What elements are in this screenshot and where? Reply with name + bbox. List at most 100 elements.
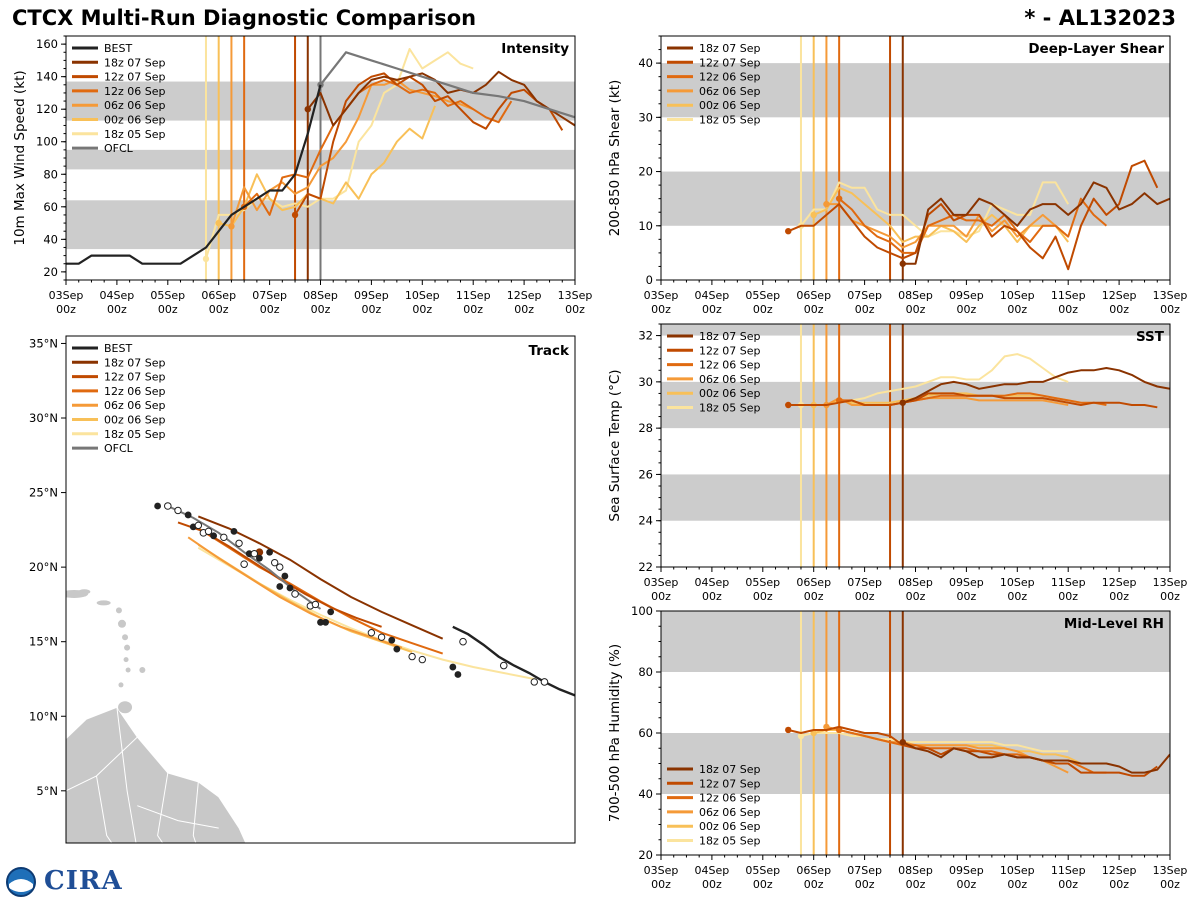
x-tick-label: 00z [514, 303, 534, 316]
forecast-point [276, 563, 284, 571]
track-line-18z-05-sep [197, 546, 535, 680]
land-island [117, 619, 126, 628]
init-marker [228, 223, 235, 230]
x-tick-label: 08Sep [898, 864, 933, 877]
series-line-18z-05-sep [800, 732, 1069, 753]
init-marker [785, 726, 792, 734]
track-line-06z-06-sep [187, 536, 403, 649]
legend-label: 18z 07 Sep [699, 330, 761, 343]
plot-area-sst [661, 324, 1170, 567]
x-tick-label: 00z [804, 878, 824, 891]
y-axis-label: Sea Surface Temp (°C) [607, 369, 623, 521]
init-marker [823, 200, 830, 208]
x-tick-label: 06Sep [796, 289, 831, 302]
y-tick-label: 22 [638, 560, 653, 574]
x-tick-label: 11Sep [1051, 576, 1086, 589]
track-line-12z-06-sep [197, 527, 444, 655]
series-line-12z-07-sep [787, 159, 1159, 271]
best-track-point [449, 663, 457, 671]
x-tick-label: 10Sep [1000, 289, 1035, 302]
y-tick-label: 30 [638, 375, 653, 389]
x-tick-label: 00z [1007, 590, 1027, 603]
legend-label: 06z 06 Sep [699, 85, 761, 98]
plot-area-rh [661, 611, 1170, 855]
x-tick-label: 00z [702, 303, 722, 316]
init-marker [823, 723, 830, 731]
forecast-point [418, 655, 426, 664]
chart-track: 5°N10°N15°N20°N25°N30°N35°N TrackBEST18z … [29, 335, 576, 844]
x-tick-label: 05Sep [745, 576, 780, 589]
y-tick-label: 20 [638, 165, 653, 179]
chart-sst: 03Sep00z04Sep00z05Sep00z06Sep00z07Sep00z… [607, 323, 1187, 603]
legend-label: 12z 06 Sep [699, 792, 761, 805]
x-tick-label: 00z [753, 303, 773, 316]
land-island [78, 589, 91, 595]
series-line-18z-05-sep [800, 181, 1070, 238]
legend-label: 00z 06 Sep [699, 820, 761, 833]
init-marker [202, 255, 210, 263]
x-tick-label: 12Sep [1102, 289, 1137, 302]
x-tick-label: 00z [855, 590, 875, 603]
x-tick-label: 00z [651, 303, 671, 316]
forecast-point [270, 558, 279, 567]
country-border [192, 781, 199, 843]
legend-label: 18z 05 Sep [699, 114, 761, 127]
x-tick-label: 12Sep [1102, 576, 1137, 589]
x-tick-label: 13Sep [1153, 289, 1188, 302]
init-marker [291, 211, 299, 219]
legend-label: 06z 06 Sep [104, 99, 166, 112]
page-title: CTCX Multi-Run Diagnostic Comparison [12, 6, 477, 30]
chart-title-sst: SST [1136, 329, 1165, 345]
x-tick-label: 00z [1007, 303, 1027, 316]
x-tick-label: 07Sep [847, 864, 882, 877]
land-island [118, 682, 124, 688]
x-tick-label: 00z [412, 303, 432, 316]
init-marker [785, 401, 792, 409]
legend-label: 06z 06 Sep [699, 806, 761, 819]
legend-label: 12z 06 Sep [699, 71, 761, 84]
best-track-point [256, 554, 263, 562]
x-tick-label: 11Sep [1051, 864, 1086, 877]
x-tick-label: 10Sep [1000, 576, 1035, 589]
best-track-point [266, 548, 273, 556]
init-marker [304, 106, 311, 113]
legend-label: 06z 06 Sep [699, 373, 761, 386]
legend-label: 18z 07 Sep [699, 763, 761, 776]
threshold-band [661, 611, 1170, 672]
legend-label: OFCL [104, 442, 134, 455]
legend-label: 00z 06 Sep [104, 414, 166, 427]
best-track-point [393, 645, 401, 653]
threshold-band [661, 324, 1170, 336]
init-marker [899, 260, 906, 267]
series-line-12z-06-sep [838, 197, 1108, 254]
chart-title-intensity: Intensity [501, 41, 569, 57]
best-track-point [286, 584, 294, 592]
land-island [115, 607, 122, 614]
cira-logo-text: CIRA [44, 866, 123, 896]
init-marker [835, 195, 843, 202]
init-marker [835, 726, 843, 734]
forecast-point [235, 539, 243, 547]
x-tick-label: 00z [158, 303, 178, 316]
legend-label: BEST [104, 42, 132, 55]
y-tick-label: 35°N [29, 336, 58, 350]
x-tick-label: 07Sep [252, 289, 287, 302]
x-tick-label: 00z [1109, 303, 1129, 316]
threshold-band [661, 63, 1170, 118]
x-tick-label: 10Sep [405, 289, 440, 302]
series-line-18z-07-sep [902, 181, 1170, 265]
x-tick-label: 00z [1160, 878, 1180, 891]
legend-label: 00z 06 Sep [699, 99, 761, 112]
legend-label: 12z 07 Sep [699, 777, 761, 790]
best-track-point [210, 532, 218, 540]
forecast-point [250, 550, 259, 558]
x-tick-label: 00z [753, 590, 773, 603]
x-tick-label: 03Sep [644, 289, 679, 302]
x-tick-label: 11Sep [1051, 289, 1086, 302]
legend-label: 18z 07 Sep [104, 356, 166, 369]
x-tick-label: 00z [1160, 590, 1180, 603]
forecast-point [530, 678, 538, 686]
x-tick-label: 10Sep [1000, 864, 1035, 877]
best-track-point [281, 572, 289, 580]
x-tick-label: 13Sep [558, 289, 593, 302]
